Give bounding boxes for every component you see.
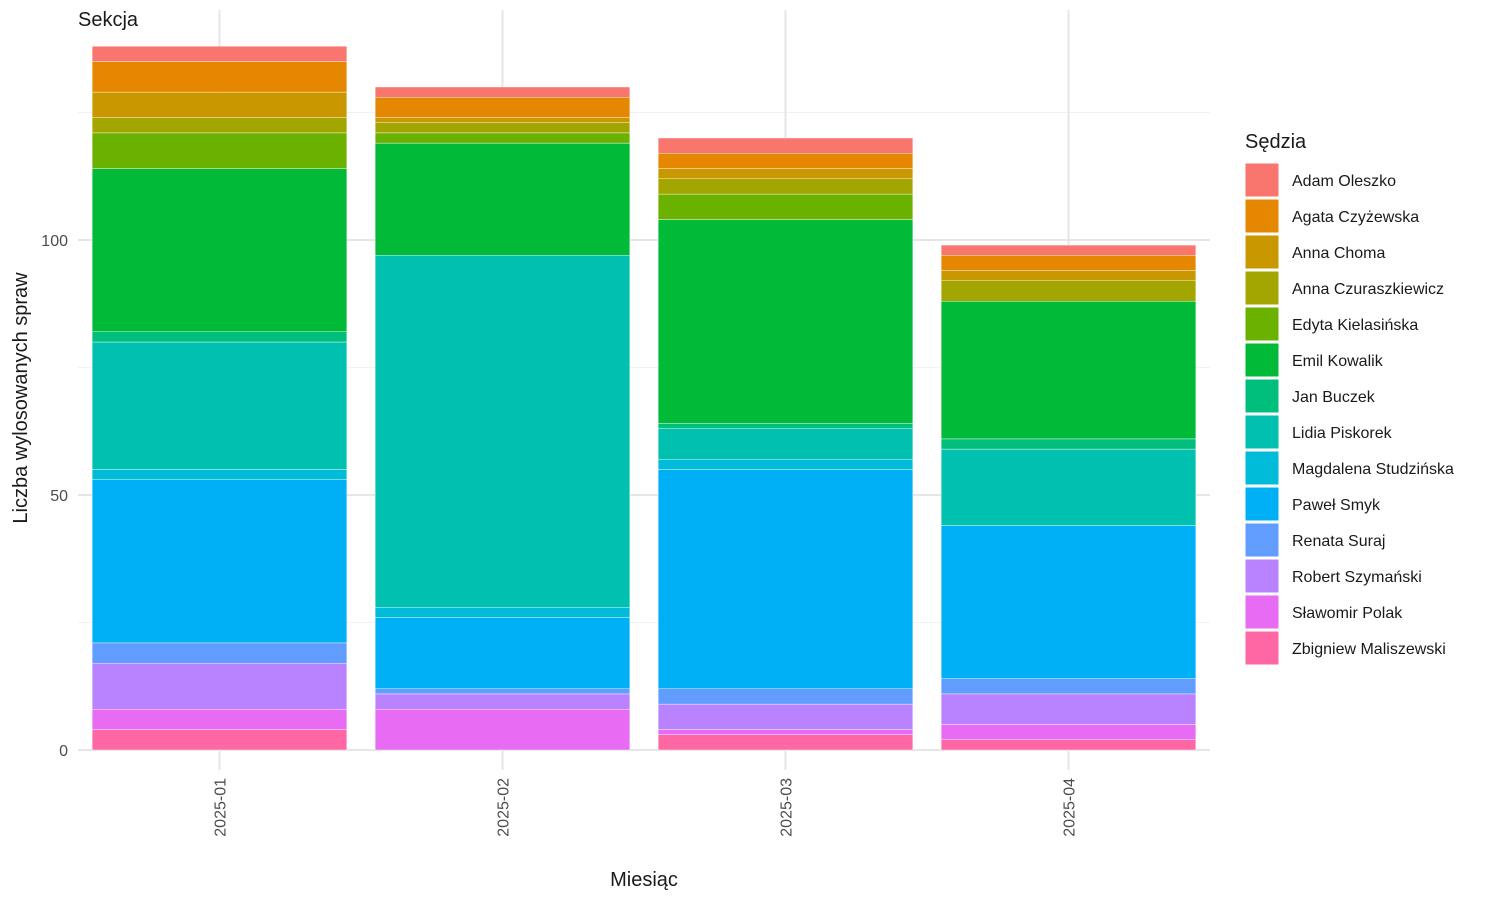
legend-key [1244, 198, 1280, 234]
y-axis-label: Liczba wylosowanych spraw [10, 272, 32, 524]
bar-segment [374, 607, 631, 618]
legend-label: Magdalena Studzińska [1292, 461, 1454, 478]
bar-segment [657, 428, 914, 460]
legend-label: Zbigniew Maliszewski [1292, 641, 1446, 658]
legend-label: Edyta Kielasińska [1292, 317, 1418, 334]
x-axis-label: Miesiąc [610, 869, 678, 891]
bar-segment [657, 688, 914, 705]
bar-segment [657, 469, 914, 690]
bar-segment [91, 341, 348, 470]
bar-segment [657, 423, 914, 429]
legend-key [1244, 450, 1280, 486]
legend-label: Anna Czuraszkiewicz [1292, 281, 1444, 298]
bar-segment [91, 331, 348, 343]
bar-segment [91, 729, 348, 751]
bar-segment [374, 617, 631, 690]
legend-key [1244, 594, 1280, 630]
x-tick-label: 2025-01 [213, 778, 230, 837]
bar-segment [940, 739, 1197, 751]
x-axis-ticks: 2025-01 2025-02 2025-03 2025-04 [213, 778, 1079, 837]
bar-segment [91, 168, 348, 333]
bar-segment [374, 142, 631, 256]
bar-segment [940, 724, 1197, 741]
legend-label: Anna Choma [1292, 245, 1385, 262]
legend-label: Agata Czyżewska [1292, 209, 1419, 226]
legend-label: Lidia Piskorek [1292, 425, 1393, 442]
bar-segment [91, 46, 348, 62]
bar-segment [91, 469, 348, 480]
x-tick-label: 2025-03 [779, 778, 796, 837]
legend-key [1244, 162, 1280, 198]
bar-segment [374, 688, 631, 695]
x-tick-label: 2025-02 [496, 778, 513, 837]
bar-segment [91, 91, 348, 118]
bar-segment [91, 709, 348, 730]
bar-segment [940, 448, 1197, 526]
bar-segment [374, 96, 631, 118]
y-tick-label: 50 [50, 488, 68, 505]
bar-segment [657, 219, 914, 424]
bar-segment [657, 168, 914, 180]
bar-segment [657, 137, 914, 154]
legend-title: Sędzia [1245, 131, 1307, 153]
bar-segment [374, 122, 631, 134]
legend-key [1244, 486, 1280, 522]
bar-segment [374, 693, 631, 710]
legend-key [1244, 414, 1280, 450]
bar-segment [940, 255, 1197, 271]
legend-label: Robert Szymański [1292, 569, 1422, 586]
bar-segment [91, 642, 348, 664]
legend-key [1244, 306, 1280, 342]
bar-segment [657, 459, 914, 470]
bar-segment [374, 132, 631, 144]
legend: Sędzia Adam Oleszko Agata Czyżewska Anna C… [1244, 131, 1454, 666]
bar-segment [657, 193, 914, 220]
bar-segment [91, 132, 348, 169]
bars [91, 46, 1197, 751]
legend-key [1244, 234, 1280, 270]
bar-segment [657, 729, 914, 735]
bar-segment [940, 270, 1197, 282]
bar-segment [940, 244, 1197, 256]
y-tick-label: 0 [59, 743, 68, 760]
bar-segment [374, 86, 631, 98]
y-axis-ticks: 0 50 100 [41, 233, 68, 760]
bar-segment [940, 301, 1197, 440]
chart-title: Sekcja [78, 9, 139, 31]
legend-key [1244, 630, 1280, 666]
bar-segment [657, 734, 914, 751]
bar-segment [940, 438, 1197, 450]
legend-label: Paweł Smyk [1292, 497, 1381, 514]
bar-segment [91, 663, 348, 710]
legend-key [1244, 270, 1280, 306]
legend-key [1244, 522, 1280, 558]
legend-label: Emil Kowalik [1292, 353, 1384, 370]
bar-segment [940, 678, 1197, 695]
bar-segment [91, 117, 348, 134]
legend-key [1244, 558, 1280, 594]
legend-label: Jan Buczek [1292, 389, 1376, 406]
bar-segment [374, 709, 631, 751]
bar-segment [657, 703, 914, 730]
legend-key [1244, 378, 1280, 414]
bar-segment [940, 280, 1197, 302]
bar-segment [374, 255, 631, 608]
bar-segment [940, 525, 1197, 679]
legend-label: Sławomir Polak [1292, 605, 1403, 622]
y-tick-label: 100 [41, 233, 68, 250]
bar-segment [91, 61, 348, 93]
bar-segment [657, 153, 914, 169]
legend-key [1244, 342, 1280, 378]
x-tick-label: 2025-04 [1062, 778, 1079, 837]
legend-label: Renata Suraj [1292, 533, 1385, 550]
bar-segment [374, 117, 631, 123]
bar-segment [91, 479, 348, 644]
legend-label: Adam Oleszko [1292, 173, 1396, 190]
bar-segment [940, 693, 1197, 725]
bar-segment [657, 178, 914, 195]
